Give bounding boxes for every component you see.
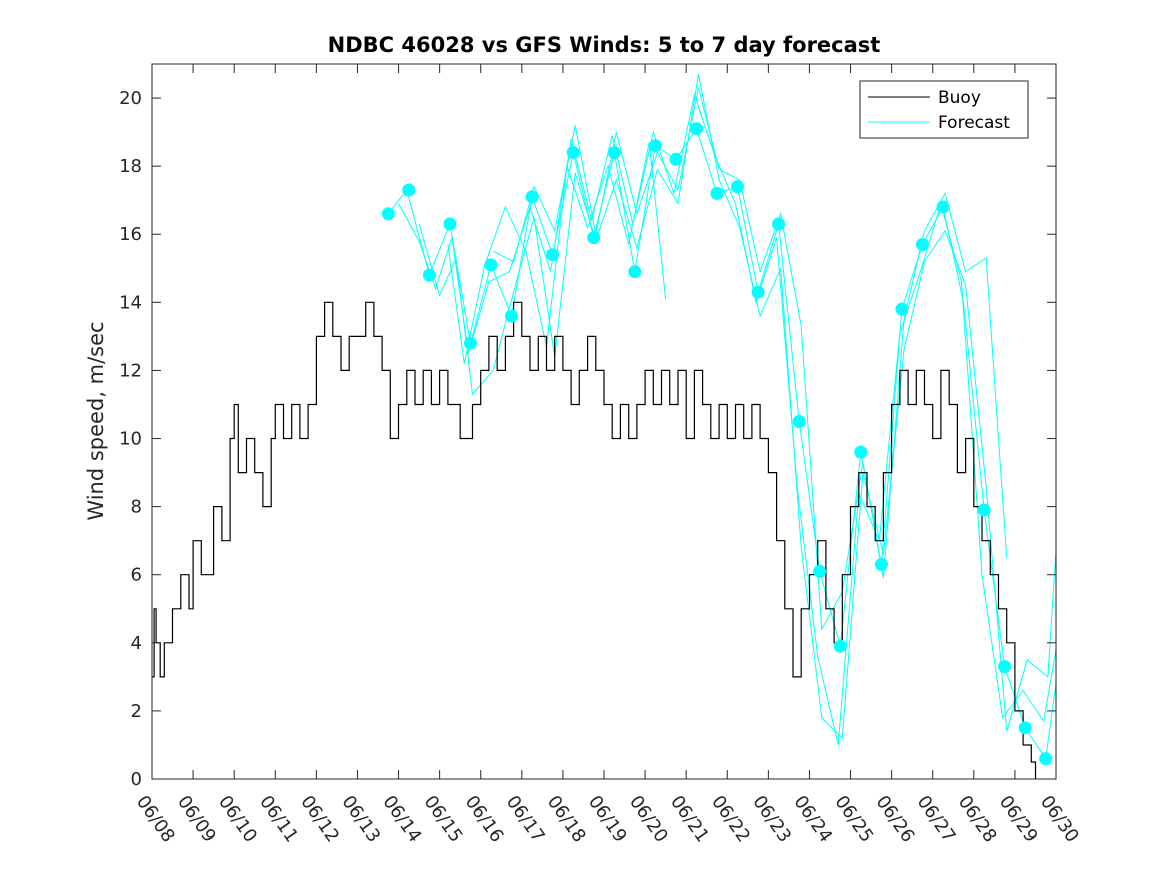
forecast-point-26 — [916, 238, 929, 251]
forecast-point-15 — [690, 122, 703, 136]
forecast-point-24 — [874, 558, 888, 571]
forecast-point-12 — [628, 265, 642, 279]
forecast-point-29 — [998, 660, 1012, 674]
forecast-point-11 — [607, 146, 621, 159]
forecast-point-7 — [525, 190, 539, 204]
forecast-point-1 — [402, 183, 416, 197]
forecast-point-6 — [505, 309, 518, 323]
forecast-point-23 — [854, 445, 868, 459]
y-tick-label-0: 0 — [131, 769, 142, 790]
y-tick-label-1: 2 — [131, 701, 142, 722]
y-tick-label-4: 8 — [131, 497, 142, 518]
forecast-point-5 — [484, 258, 498, 272]
forecast-point-14 — [669, 152, 683, 166]
forecast-point-3 — [443, 217, 457, 231]
forecast-point-17 — [731, 180, 744, 194]
forecast-point-13 — [648, 139, 662, 153]
y-tick-label-3: 6 — [131, 565, 142, 586]
y-axis-label: Wind speed, m/sec — [84, 321, 108, 520]
y-tick-label-10: 20 — [119, 88, 142, 109]
forecast-point-30 — [1018, 721, 1032, 735]
forecast-point-2 — [422, 268, 436, 282]
y-tick-label-9: 18 — [119, 156, 142, 177]
forecast-point-25 — [895, 302, 909, 316]
forecast-point-20 — [792, 415, 806, 428]
forecast-point-22 — [833, 639, 847, 653]
y-tick-label-7: 14 — [119, 292, 142, 313]
forecast-point-10 — [587, 231, 601, 245]
axes-frame — [151, 63, 1057, 780]
series-layer — [152, 74, 1057, 779]
forecast-point-0 — [381, 207, 395, 221]
y-tick-label-8: 16 — [119, 224, 142, 245]
forecast-point-31 — [1039, 752, 1053, 766]
buoy-line — [152, 301, 1037, 779]
legend-box — [859, 80, 1029, 139]
legend-label-forecast: Forecast — [938, 113, 1010, 133]
forecast-point-9 — [566, 146, 580, 159]
y-tick-label-2: 4 — [131, 633, 142, 654]
chart-title: NDBC 46028 vs GFS Winds: 5 to 7 day fore… — [328, 33, 881, 57]
forecast-point-4 — [464, 336, 477, 350]
forecast-point-18 — [751, 285, 765, 299]
forecast-point-19 — [772, 217, 786, 231]
y-tick-label-5: 10 — [119, 429, 142, 450]
forecast-point-21 — [813, 564, 827, 578]
plot-area — [152, 64, 1056, 779]
legend: Buoy Forecast — [859, 80, 1029, 139]
forecast-point-28 — [977, 503, 991, 517]
forecast-point-16 — [710, 186, 724, 200]
forecast-point-8 — [546, 248, 560, 262]
forecast-line-2 — [418, 74, 1057, 740]
y-tick-label-6: 12 — [119, 360, 142, 381]
forecast-point-27 — [936, 200, 950, 214]
forecast-line-0 — [387, 127, 1057, 760]
legend-label-buoy: Buoy — [938, 88, 981, 108]
axes-background — [152, 64, 1056, 779]
forecast-line-1 — [398, 92, 1057, 746]
